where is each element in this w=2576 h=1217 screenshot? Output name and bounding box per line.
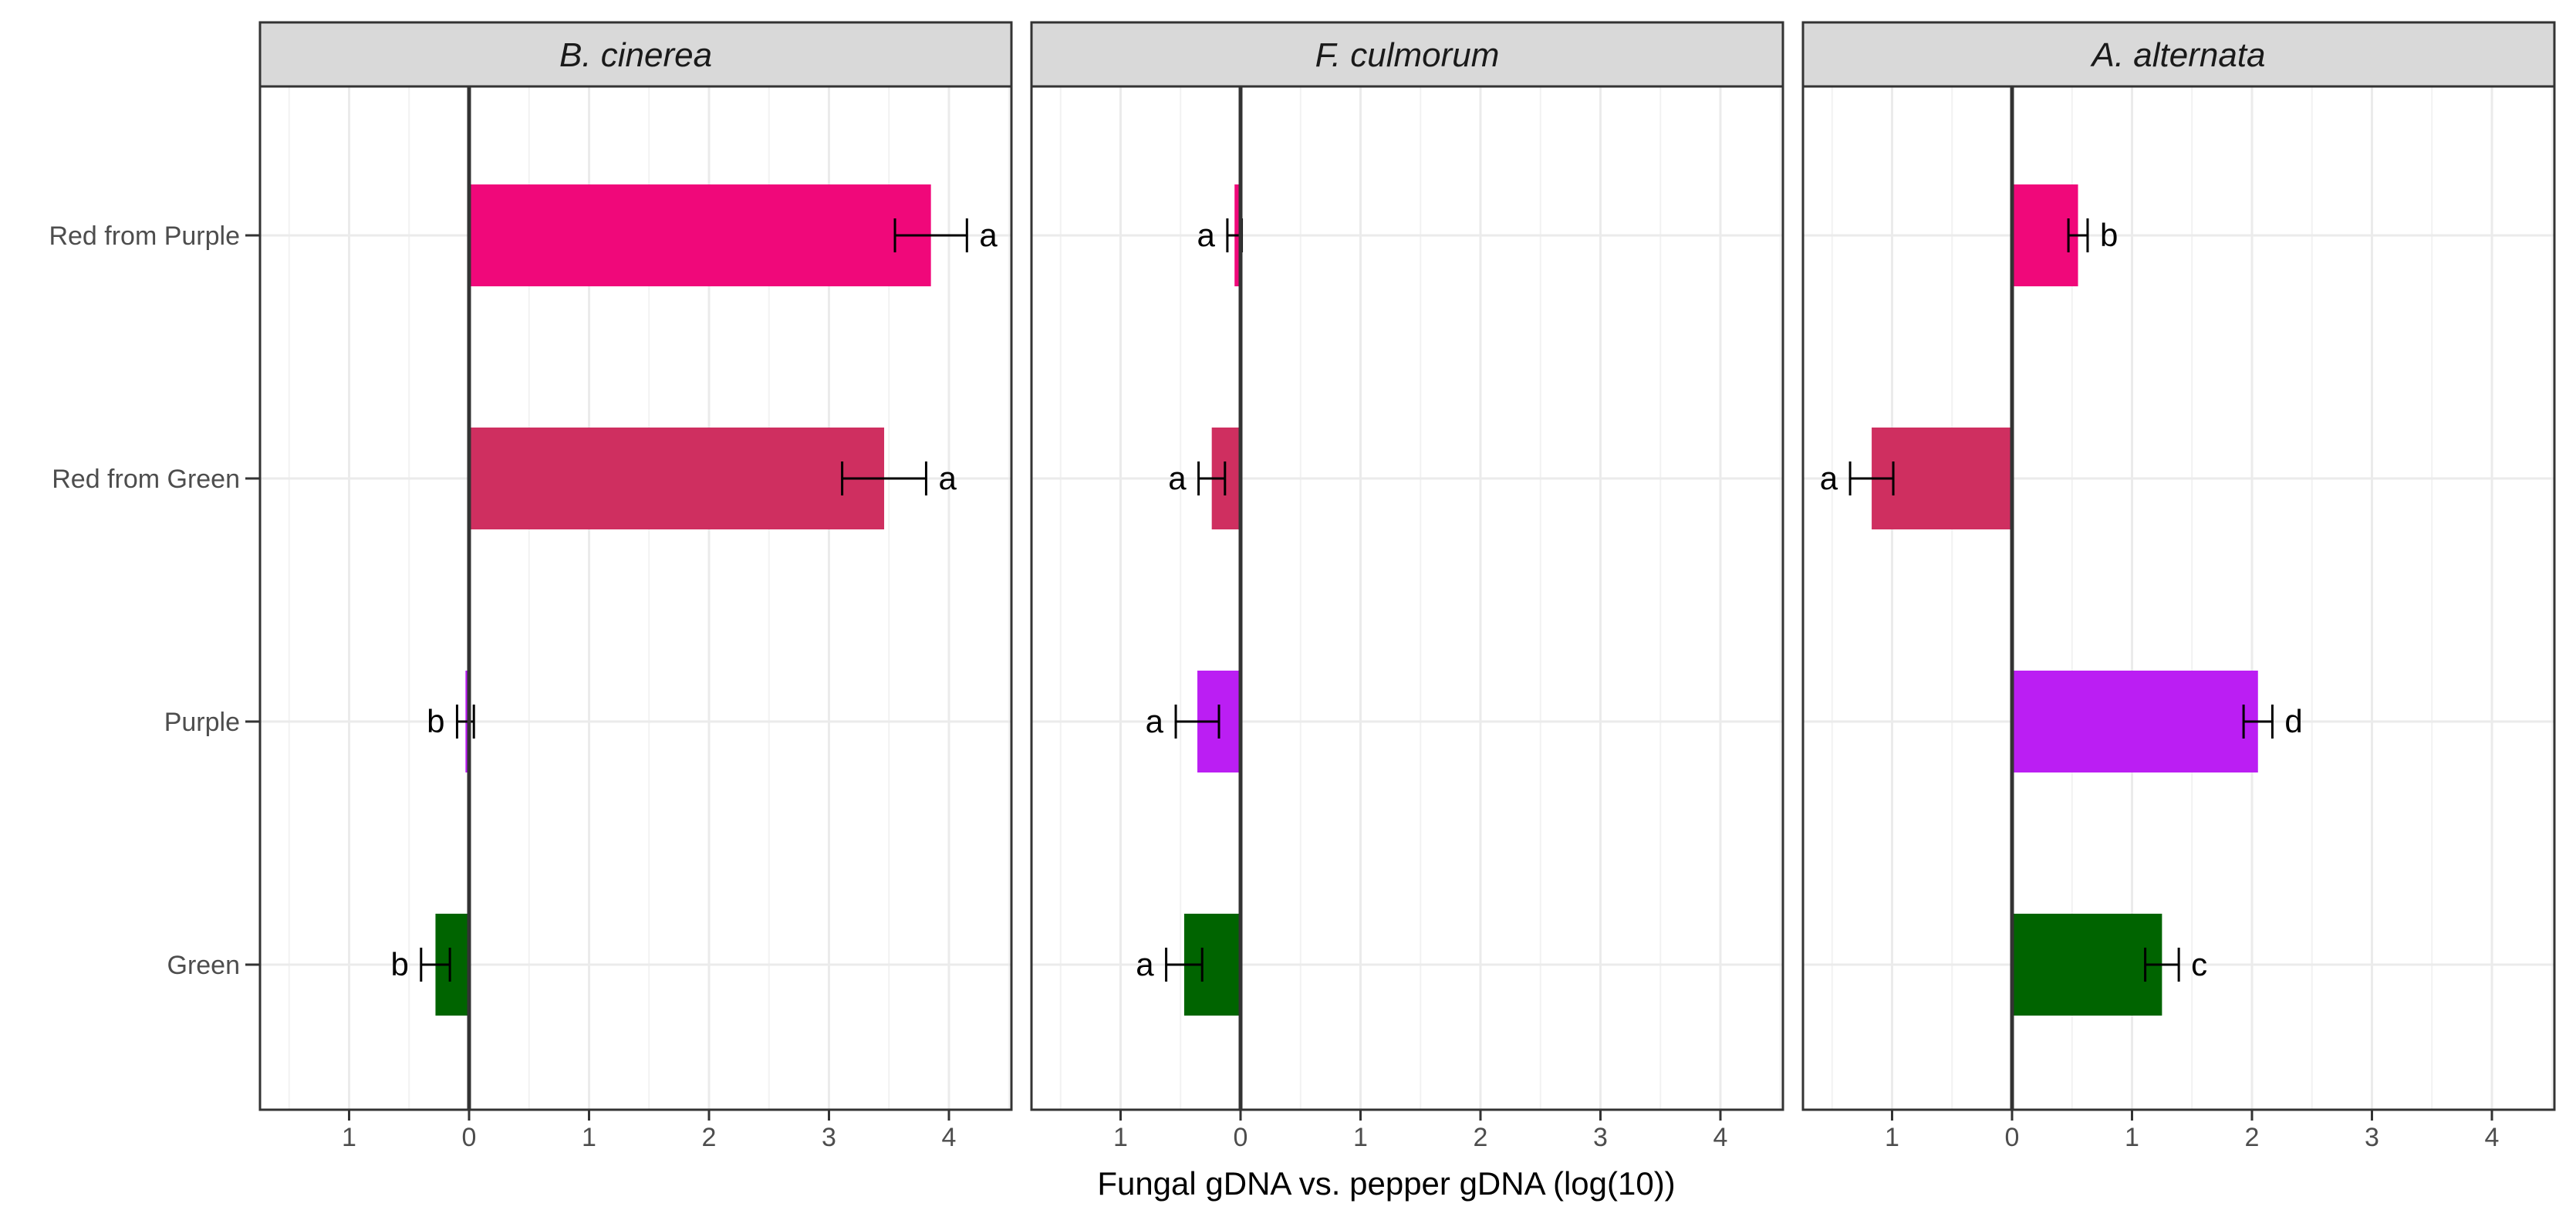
x-tick-label: 1 xyxy=(1113,1123,1128,1152)
x-tick-label: 3 xyxy=(822,1123,836,1152)
bar-red-from-purple xyxy=(469,184,931,286)
y-tick-label-red-from-purple: Red from Purple xyxy=(49,221,240,251)
x-tick-label: 2 xyxy=(702,1123,717,1152)
error-bar-purple xyxy=(2242,705,2274,739)
error-bar-green xyxy=(420,948,451,982)
panel-strip xyxy=(1801,21,2556,88)
x-tick-label: 3 xyxy=(2365,1123,2379,1152)
panel-border xyxy=(1030,85,1784,1111)
error-bar-red-from-green xyxy=(1848,461,1895,495)
significance-letter-red-from-green: a xyxy=(1820,460,1838,496)
x-tick-label: 3 xyxy=(1593,1123,1608,1152)
error-bar-purple xyxy=(455,705,475,739)
error-bar-red-from-green xyxy=(1197,461,1227,495)
significance-letter-green: a xyxy=(1136,946,1154,982)
x-tick-label: 2 xyxy=(1474,1123,1488,1152)
panel-a-alternata: A. alternata b a d c 1 0 1 2 3 4 xyxy=(1801,21,2556,1152)
error-bar-red-from-green xyxy=(841,461,927,495)
bar-purple xyxy=(2012,671,2258,772)
significance-letter-red-from-purple: b xyxy=(2100,217,2118,253)
significance-letter-purple: b xyxy=(427,703,444,739)
panel-title: F. culmorum xyxy=(1315,36,1500,74)
bar-red-from-purple xyxy=(2012,184,2078,286)
x-tick-label: 4 xyxy=(1713,1123,1728,1152)
significance-letter-green: c xyxy=(2191,946,2207,982)
panel-b-cinerea: B. cinerea a a b b 1 0 1 2 3 4 xyxy=(258,21,1013,1152)
panel-border xyxy=(258,85,1013,1111)
panel-border xyxy=(1801,85,2556,1111)
significance-letter-green: b xyxy=(390,946,408,982)
error-bar-green xyxy=(1165,948,1204,982)
plot-background xyxy=(1803,86,2554,1110)
panel-f-culmorum: F. culmorum a a a a 1 0 1 2 3 4 xyxy=(1030,21,1784,1152)
bar-red-from-green xyxy=(469,428,885,529)
y-tick-label-red-from-green: Red from Green xyxy=(52,465,240,494)
y-tick-label-purple: Purple xyxy=(164,708,240,737)
x-tick-label: 2 xyxy=(2245,1123,2260,1152)
x-tick-label: 0 xyxy=(462,1123,477,1152)
y-tick-label-green: Green xyxy=(167,951,241,980)
x-tick-label: 4 xyxy=(2485,1123,2500,1152)
x-tick-label: 0 xyxy=(2005,1123,2020,1152)
x-tick-label: 1 xyxy=(1885,1123,1899,1152)
panel-title: A. alternata xyxy=(2089,36,2265,74)
x-tick-label: 4 xyxy=(942,1123,957,1152)
error-bar-purple xyxy=(1174,705,1220,739)
error-bar-red-from-purple xyxy=(2067,218,2089,252)
significance-letter-purple: a xyxy=(1146,703,1164,739)
significance-letter-red-from-green: a xyxy=(938,460,957,496)
x-tick-label: 1 xyxy=(2125,1123,2139,1152)
panel-strip xyxy=(258,21,1013,88)
bar-red-from-green xyxy=(1872,428,2012,529)
x-axis-title: Fungal gDNA vs. pepper gDNA (log(10)) xyxy=(1097,1165,1675,1202)
error-bar-green xyxy=(2144,948,2180,982)
significance-letter-red-from-purple: a xyxy=(1197,217,1216,253)
plot-background xyxy=(1031,86,1783,1110)
x-tick-label: 0 xyxy=(1234,1123,1248,1152)
bar-green xyxy=(2012,914,2162,1016)
significance-letter-purple: d xyxy=(2284,703,2302,739)
x-tick-label: 1 xyxy=(1353,1123,1368,1152)
x-tick-label: 1 xyxy=(582,1123,596,1152)
error-bar-red-from-purple xyxy=(893,218,968,252)
x-tick-label: 1 xyxy=(342,1123,356,1152)
significance-letter-red-from-purple: a xyxy=(979,217,998,253)
significance-letter-red-from-green: a xyxy=(1168,460,1187,496)
panel-title: B. cinerea xyxy=(559,36,712,74)
